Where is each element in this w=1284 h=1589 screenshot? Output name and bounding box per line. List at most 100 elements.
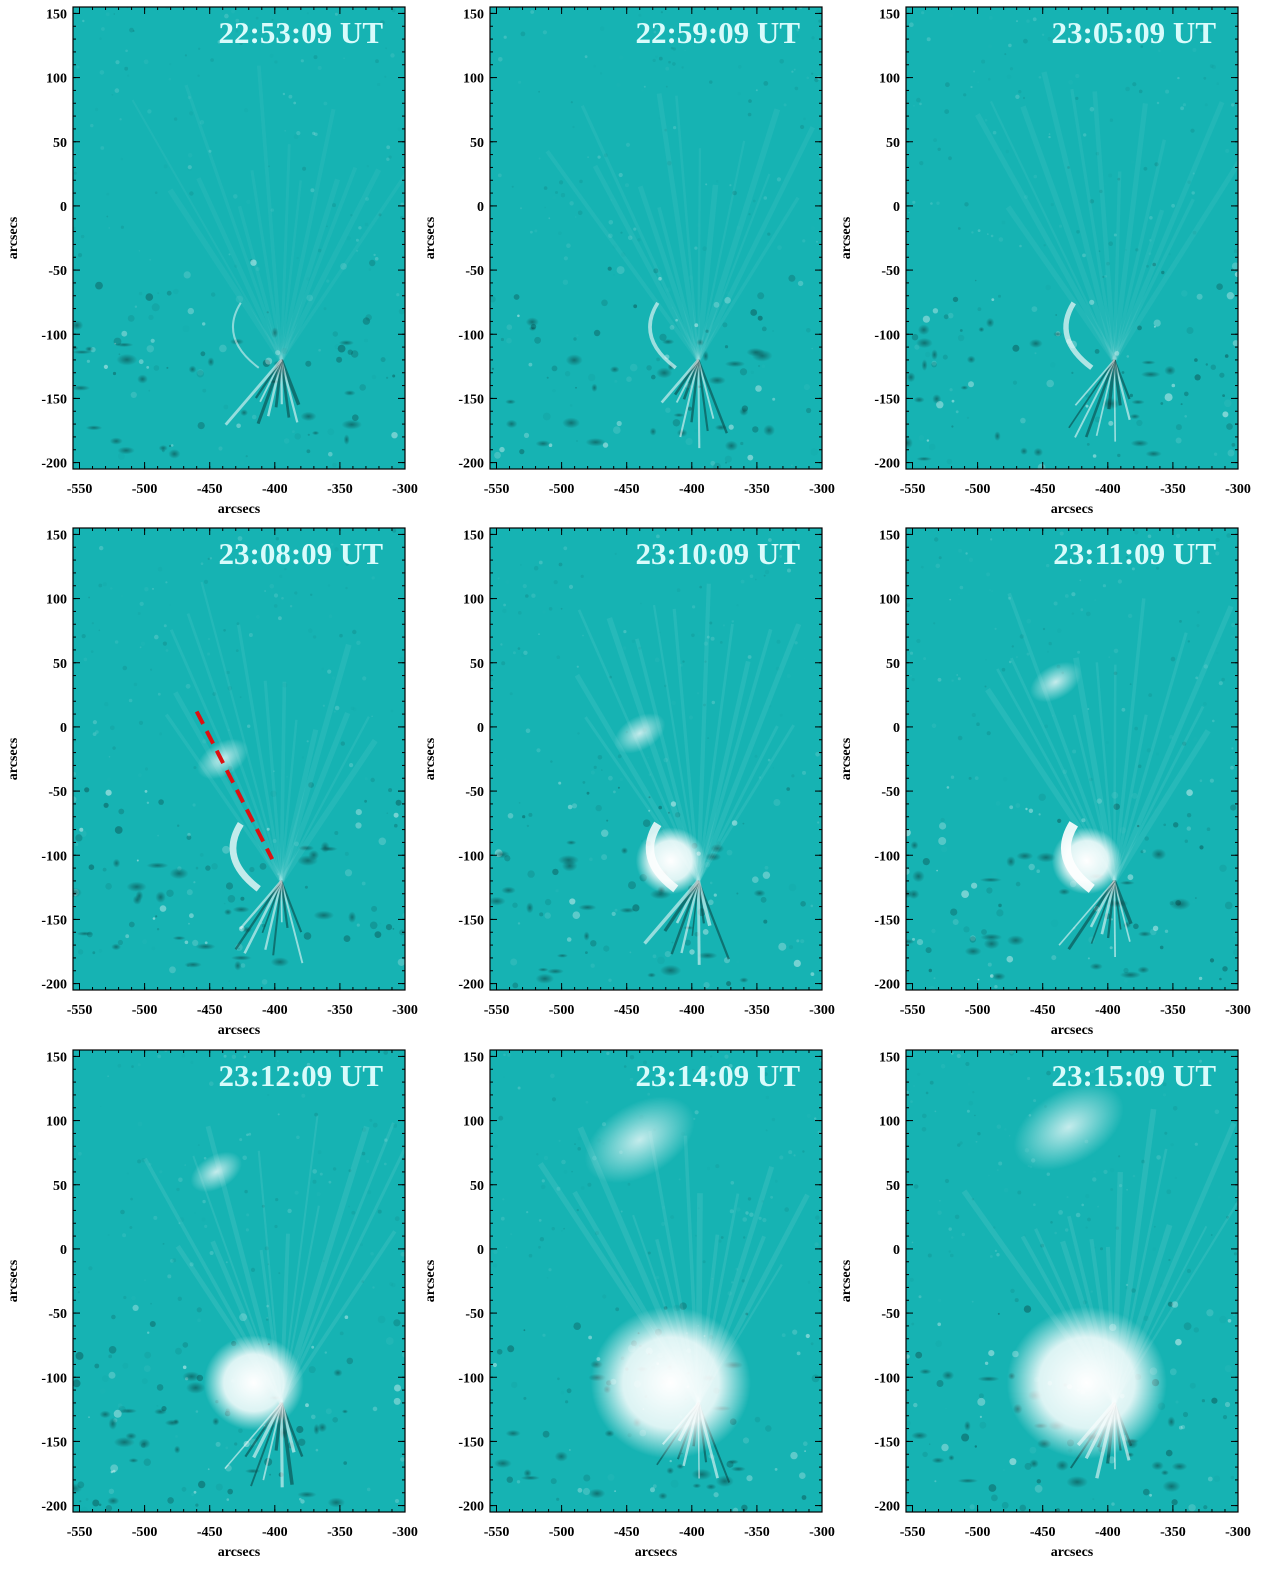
y-tick-label: 100 (46, 593, 67, 608)
solar-image (906, 7, 1238, 469)
y-tick-label: 50 (470, 1179, 484, 1194)
y-tick-label: -50 (465, 785, 484, 800)
x-axis-title: arcsecs (1051, 502, 1094, 517)
x-tick-label: -500 (965, 1003, 991, 1018)
y-tick-label: -100 (458, 849, 484, 864)
y-tick-label: 50 (53, 1179, 67, 1194)
y-tick-label: -150 (41, 392, 67, 407)
y-tick-label: -50 (465, 1307, 484, 1322)
x-tick-label: -450 (197, 1003, 223, 1018)
image-panel-8: 23:14:09 UT 150 100 50 0 -50 -100 -150 -200-550 -… (423, 1049, 835, 1560)
y-tick-label: 100 (46, 1115, 67, 1130)
y-tick-label: 100 (463, 1115, 484, 1130)
x-tick-label: -550 (484, 1525, 510, 1540)
y-tick-label: 150 (879, 528, 900, 543)
x-tick-label: -400 (679, 1003, 705, 1018)
x-tick-label: -500 (549, 1003, 575, 1018)
y-tick-label: -100 (41, 328, 67, 343)
slit-marker (194, 710, 274, 861)
x-tick-label: -350 (327, 482, 353, 497)
solar-image (906, 528, 1238, 990)
x-tick-label: -450 (614, 482, 640, 497)
x-tick-label: -500 (132, 1525, 158, 1540)
image-panel-4: 23:08:09 UT 150 100 50 0 -50 -100 -150 -200-550 -… (6, 527, 418, 1038)
y-tick-label: 0 (60, 200, 67, 215)
x-tick-label: -350 (744, 1003, 770, 1018)
timestamp-label: 23:11:09 UT (1053, 536, 1216, 571)
panel-frame (489, 6, 823, 470)
x-tick-label: -350 (327, 1525, 353, 1540)
y-tick-label: -200 (41, 457, 67, 472)
y-tick-label: -50 (881, 1307, 900, 1322)
y-tick-label: -200 (458, 1500, 484, 1515)
x-axis-title: arcsecs (635, 1545, 678, 1560)
timestamp-label: 22:59:09 UT (636, 15, 801, 50)
y-tick-label: 100 (463, 72, 484, 87)
panel-frame (905, 527, 1239, 991)
timestamp-label: 23:14:09 UT (636, 1058, 801, 1093)
x-tick-label: -350 (327, 1003, 353, 1018)
y-tick-label: -200 (41, 1500, 67, 1515)
y-tick-label: -100 (458, 1371, 484, 1386)
y-tick-label: 0 (893, 200, 900, 215)
y-tick-label: 0 (60, 1243, 67, 1258)
panel-frame (489, 1049, 823, 1513)
y-tick-label: -200 (458, 457, 484, 472)
x-tick-label: -400 (1095, 482, 1121, 497)
y-tick-label: -50 (881, 785, 900, 800)
x-tick-label: -550 (484, 1003, 510, 1018)
x-tick-label: -550 (900, 1525, 926, 1540)
x-tick-label: -550 (900, 1003, 926, 1018)
y-tick-label: 50 (886, 1179, 900, 1194)
y-tick-label: -100 (874, 328, 900, 343)
y-tick-label: 150 (463, 528, 484, 543)
panel-frame (72, 1049, 406, 1513)
x-tick-label: -300 (1225, 1525, 1251, 1540)
x-tick-label: -300 (809, 1003, 835, 1018)
y-tick-label: 50 (886, 136, 900, 151)
image-panel-2: 22:59:09 UT 150 100 50 0 -50 -100 -150 -200-550 -… (423, 6, 835, 497)
y-tick-label: -200 (458, 978, 484, 993)
x-tick-label: -350 (1160, 1003, 1186, 1018)
timestamp-label: 23:08:09 UT (219, 536, 384, 571)
timestamp-label: 23:15:09 UT (1052, 1058, 1217, 1093)
y-tick-label: 0 (60, 721, 67, 736)
y-tick-label: -200 (874, 457, 900, 472)
y-tick-label: 100 (879, 1115, 900, 1130)
image-panel-3: 23:05:09 UT 150 100 50 0 -50 -100 -150 -200-550 -… (839, 6, 1251, 517)
y-tick-label: -50 (48, 1307, 67, 1322)
y-tick-label: 150 (463, 7, 484, 22)
x-tick-label: -350 (744, 482, 770, 497)
image-panel-9: 23:15:09 UT 150 100 50 0 -50 -100 -150 -200-550 -… (839, 1049, 1251, 1560)
x-tick-label: -500 (965, 1525, 991, 1540)
y-tick-label: -150 (458, 913, 484, 928)
y-tick-label: 0 (477, 200, 484, 215)
x-tick-label: -400 (262, 1525, 288, 1540)
y-axis-title: arcsecs (6, 737, 21, 780)
y-axis-title: arcsecs (6, 1259, 21, 1302)
y-axis-title: arcsecs (839, 216, 854, 259)
x-tick-label: -500 (132, 1003, 158, 1018)
image-panel-7: 23:12:09 UT 150 100 50 0 -50 -100 -150 -200-550 -… (6, 1049, 418, 1560)
y-tick-label: -150 (874, 1435, 900, 1450)
y-tick-label: -150 (458, 1435, 484, 1450)
y-axis-title: arcsecs (839, 737, 854, 780)
y-tick-label: 150 (463, 1050, 484, 1065)
x-tick-label: -400 (679, 1525, 705, 1540)
y-axis-title: arcsecs (423, 1259, 438, 1302)
x-tick-label: -500 (549, 1525, 575, 1540)
y-tick-label: -150 (874, 913, 900, 928)
y-tick-label: 50 (470, 136, 484, 151)
x-tick-label: -400 (262, 482, 288, 497)
x-tick-label: -350 (744, 1525, 770, 1540)
y-tick-label: -200 (874, 1500, 900, 1515)
y-tick-label: -100 (41, 1371, 67, 1386)
y-tick-label: -100 (41, 849, 67, 864)
y-tick-label: -50 (881, 264, 900, 279)
timestamp-label: 23:10:09 UT (636, 536, 801, 571)
x-axis-title: arcsecs (218, 1023, 261, 1038)
panel-frame (489, 527, 823, 991)
x-tick-label: -300 (809, 482, 835, 497)
y-tick-label: 150 (46, 7, 67, 22)
